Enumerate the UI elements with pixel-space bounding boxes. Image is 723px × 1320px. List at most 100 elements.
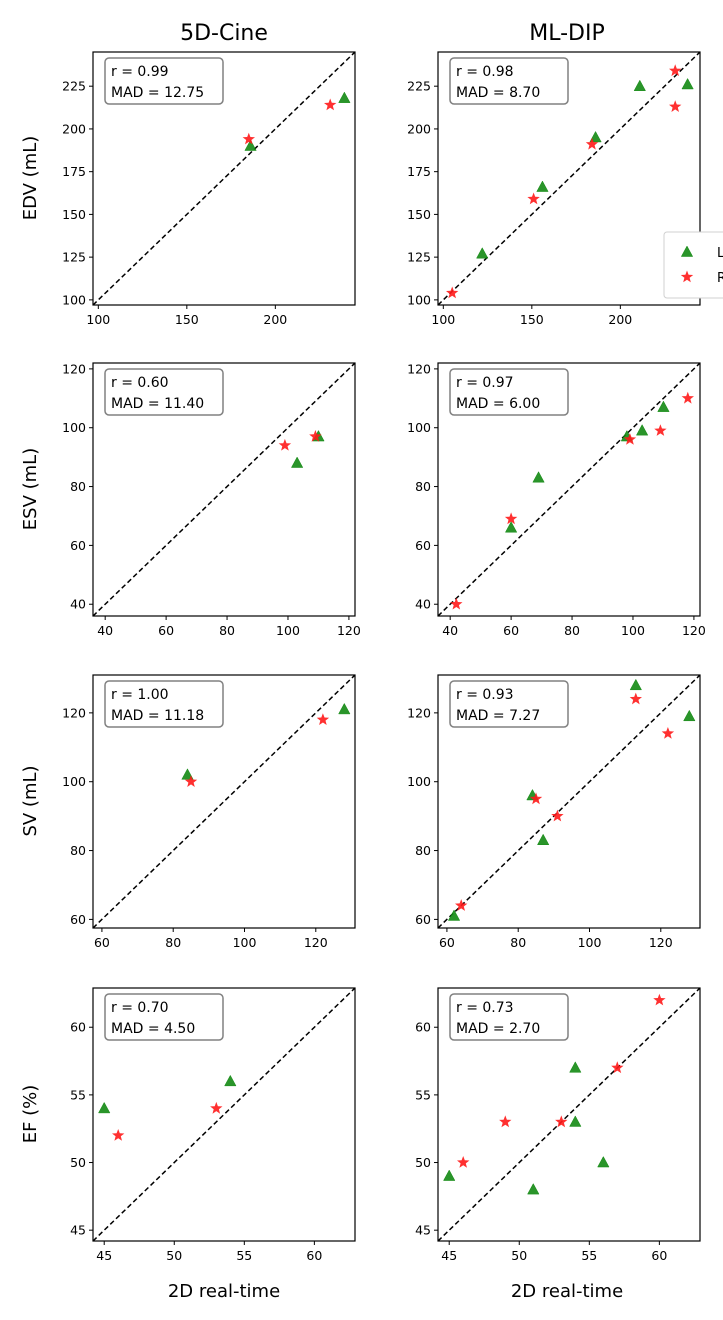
annotation-box	[104, 57, 224, 105]
rv-point	[653, 993, 666, 1006]
x-tick-label: 55	[236, 1248, 252, 1263]
ylabel-esv: ESV (mL)	[20, 448, 41, 530]
legend: LV RV	[663, 231, 723, 299]
rv-point	[184, 775, 198, 787]
y-tick-label: 60	[415, 912, 431, 927]
lv-point	[536, 180, 549, 192]
xlabel-right: 2D real-time	[511, 1281, 623, 1302]
axes-frame	[437, 362, 701, 617]
x-tick-label: 55	[581, 1248, 597, 1263]
y-tick-label: 40	[415, 597, 431, 612]
x-tick-label: 100	[431, 312, 455, 327]
legend-lv-label: LV	[717, 246, 723, 261]
y-tick-label: 100	[62, 774, 86, 789]
x-tick-label: 50	[166, 1248, 182, 1263]
rv-point	[654, 424, 667, 436]
annotation-r: r = 0.98	[456, 64, 514, 80]
lv-point	[181, 768, 194, 780]
rv-point	[316, 713, 330, 725]
y-tick-label: 175	[62, 164, 86, 179]
lv-point	[527, 1183, 540, 1195]
scatter-panel-7: 45 50 55 60 45 50 55 60 r = 0.73 MAD = 2.70	[415, 987, 701, 1263]
x-tick-label: 80	[165, 935, 181, 950]
scatter-panel-2: 40 60 80 100 120 40 60 80 100 120 r = 0.60 MAD = 11…	[62, 361, 361, 638]
legend-rv-marker	[680, 270, 694, 283]
scatter-panel-3: 40 60 80 100 120 40 60 80 100 120 r = 0.97 MAD = 6.…	[407, 361, 706, 638]
scatter-panel-5: 60 80 100 120 60 80 100 120 r = 0.93 MAD = 7.27	[407, 674, 701, 950]
axes-frame	[92, 362, 356, 617]
lv-point	[597, 1156, 610, 1168]
x-tick-label: 60	[439, 935, 455, 950]
y-tick-label: 100	[407, 774, 431, 789]
lv-point	[537, 833, 550, 845]
lv-point	[569, 1061, 582, 1073]
x-tick-label: 80	[564, 623, 580, 638]
rv-point	[309, 430, 322, 442]
lv-point	[476, 247, 489, 259]
y-tick-label: 45	[70, 1223, 86, 1238]
rv-point	[504, 512, 518, 525]
y-tick-label: 100	[407, 292, 431, 307]
x-tick-label: 60	[503, 623, 519, 638]
identity-line	[92, 51, 356, 306]
x-tick-label: 40	[97, 623, 113, 638]
annotation-box	[449, 57, 569, 105]
x-tick-label: 100	[578, 935, 602, 950]
y-tick-label: 55	[415, 1087, 431, 1102]
rv-point	[450, 597, 463, 610]
lv-point	[657, 400, 670, 412]
y-tick-label: 225	[62, 79, 86, 94]
annotation-mad: MAD = 12.75	[111, 85, 204, 101]
x-tick-label: 100	[621, 623, 645, 638]
rv-point	[585, 137, 599, 150]
scatter-panel-6: 45 50 55 60 45 50 55 60 r = 0.70 MAD = 4.50	[70, 987, 356, 1263]
identity-line	[437, 674, 701, 929]
rv-point	[324, 98, 337, 111]
annotation-r: r = 1.00	[111, 687, 169, 703]
lv-point	[447, 909, 461, 921]
y-tick-label: 60	[415, 1020, 431, 1035]
y-tick-label: 80	[415, 843, 431, 858]
rv-point	[555, 1115, 568, 1128]
x-tick-label: 120	[304, 935, 328, 950]
ylabel-edv: EDV (mL)	[20, 136, 41, 221]
annotation-r: r = 0.93	[456, 687, 514, 703]
lv-point	[589, 130, 602, 143]
x-tick-label: 120	[682, 623, 706, 638]
y-tick-label: 50	[415, 1155, 431, 1170]
lv-point	[244, 139, 257, 151]
x-tick-label: 200	[263, 312, 287, 327]
ylabel-sv: SV (mL)	[20, 765, 41, 836]
axes-frame	[437, 987, 701, 1242]
rv-point	[446, 286, 459, 299]
y-tick-label: 225	[407, 79, 431, 94]
x-tick-label: 80	[219, 623, 235, 638]
rv-point	[457, 1156, 470, 1168]
x-tick-label: 100	[276, 623, 300, 638]
y-tick-label: 120	[62, 705, 86, 720]
identity-line	[92, 362, 356, 617]
lv-point	[290, 456, 304, 468]
y-tick-label: 150	[62, 207, 86, 222]
rv-point	[242, 132, 255, 145]
axes-frame	[92, 51, 356, 306]
x-tick-label: 50	[511, 1248, 527, 1263]
column-title-ml-dip: ML-DIP	[529, 21, 605, 46]
identity-line	[437, 362, 701, 617]
annotation-mad: MAD = 2.70	[456, 1021, 540, 1037]
annotation-r: r = 0.70	[111, 1000, 169, 1016]
lv-point	[532, 471, 545, 483]
y-tick-label: 120	[407, 361, 431, 376]
x-tick-label: 150	[175, 312, 199, 327]
y-tick-label: 150	[407, 207, 431, 222]
axes-frame	[437, 674, 701, 929]
annotation-mad: MAD = 11.18	[111, 708, 204, 724]
y-tick-label: 100	[407, 420, 431, 435]
rv-point	[611, 1061, 624, 1074]
identity-line	[92, 674, 356, 929]
rv-point	[499, 1115, 512, 1128]
annotation-box	[104, 680, 224, 728]
lv-point	[635, 424, 649, 436]
y-tick-label: 100	[62, 292, 86, 307]
